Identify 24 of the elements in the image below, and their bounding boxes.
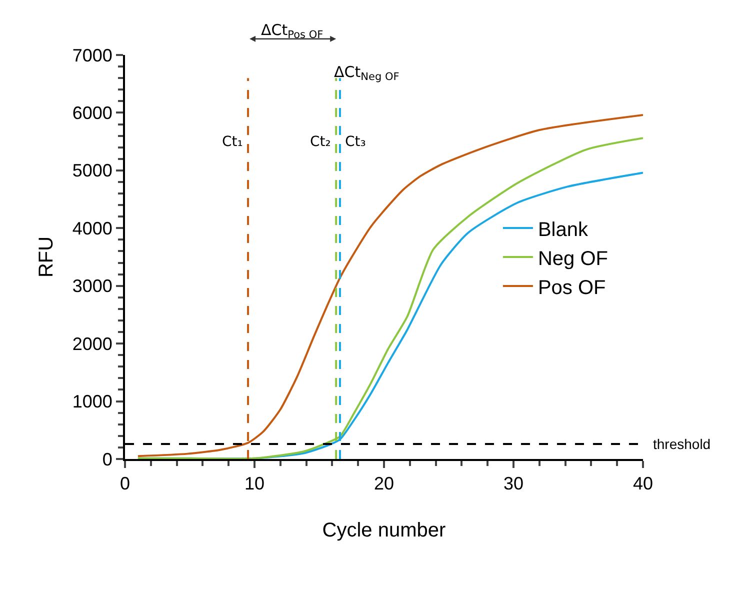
x-tick-label: 0 — [120, 474, 130, 494]
annotation: Ct₂ — [310, 134, 331, 150]
legend-label: Neg OF — [538, 248, 608, 270]
y-axis-title: RFU — [35, 236, 58, 278]
legend-label: Pos OF — [538, 276, 606, 299]
annotation: Ct₁ — [222, 134, 243, 150]
ref-line-label: threshold — [653, 436, 711, 452]
x-tick-label: 30 — [503, 474, 524, 494]
x-tick-label: 10 — [244, 474, 265, 494]
y-tick-label: 3000 — [72, 276, 112, 296]
x-tick-label: 20 — [374, 474, 394, 494]
y-tick-label: 5000 — [72, 160, 112, 181]
x-tick-label: 40 — [632, 474, 654, 494]
text: ΔCt$_{Pos OF}$ — [261, 21, 324, 42]
y-tick-label: 4000 — [72, 218, 112, 238]
annotation: Ct₃ — [345, 134, 366, 150]
y-tick-label: 7000 — [72, 45, 112, 66]
y-tick-label: 0 — [102, 449, 112, 470]
y-tick-label: 1000 — [72, 392, 112, 412]
x-axis-title: Cycle number — [322, 520, 446, 542]
y-tick-label: 6000 — [72, 103, 112, 124]
annotation: ΔCt$_{Neg OF}$ — [334, 63, 400, 84]
legend-label: Blank — [538, 218, 589, 241]
y-tick-label: 2000 — [72, 334, 112, 354]
